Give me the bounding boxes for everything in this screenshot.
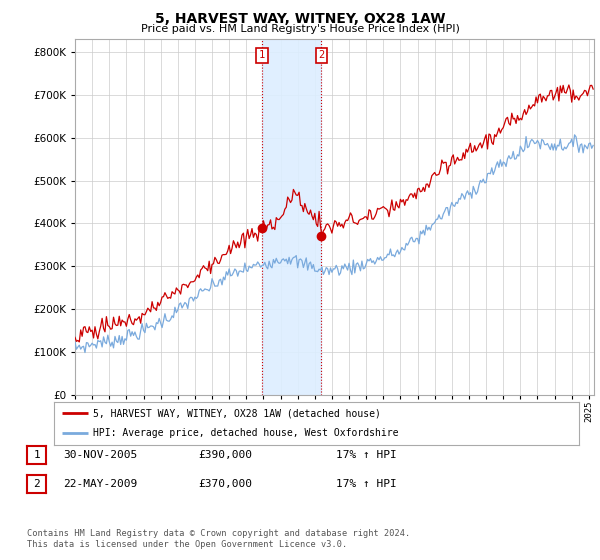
Text: HPI: Average price, detached house, West Oxfordshire: HPI: Average price, detached house, West… [94,428,399,438]
Text: Contains HM Land Registry data © Crown copyright and database right 2024.
This d: Contains HM Land Registry data © Crown c… [27,529,410,549]
Text: 2: 2 [318,50,325,60]
Text: 1: 1 [259,50,265,60]
Text: 1: 1 [33,450,40,460]
Text: 30-NOV-2005: 30-NOV-2005 [63,450,137,460]
Text: 17% ↑ HPI: 17% ↑ HPI [336,479,397,489]
Text: 17% ↑ HPI: 17% ↑ HPI [336,450,397,460]
Bar [262,39,322,395]
Text: 5, HARVEST WAY, WITNEY, OX28 1AW (detached house): 5, HARVEST WAY, WITNEY, OX28 1AW (detach… [94,408,381,418]
Text: 5, HARVEST WAY, WITNEY, OX28 1AW: 5, HARVEST WAY, WITNEY, OX28 1AW [155,12,445,26]
Text: Price paid vs. HM Land Registry's House Price Index (HPI): Price paid vs. HM Land Registry's House … [140,24,460,34]
Text: 22-MAY-2009: 22-MAY-2009 [63,479,137,489]
Text: 2: 2 [33,479,40,489]
Text: £390,000: £390,000 [198,450,252,460]
Text: £370,000: £370,000 [198,479,252,489]
